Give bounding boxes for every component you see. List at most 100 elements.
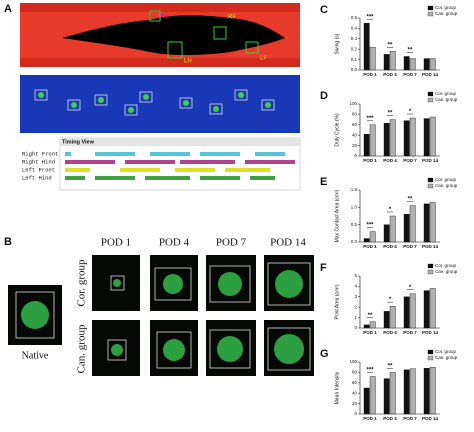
y-tick-label: 80 [352,112,358,117]
bar [389,215,396,243]
panel-label: F [320,262,327,274]
row-label: Left Hind [22,174,52,181]
bar [403,369,410,415]
legend-swatch [427,183,434,189]
bar [383,378,390,415]
bar [363,324,370,329]
group-label: Cor. group [76,259,88,307]
significance: ** [408,197,413,203]
bar [429,288,436,329]
x-tick-label: POD 7 [403,244,417,249]
bar [383,311,390,329]
bar [389,372,396,415]
y-tick-label: 5 [354,273,357,278]
y-axis-label: Duty Cycle (%) [334,113,340,147]
legend-label: Cor. group [435,349,457,354]
panel-label: G [320,348,329,360]
x-tick-label: POD 14 [422,158,439,163]
bar [409,117,416,157]
y-axis-label: Mean Intensity [334,371,340,404]
legend-label: Cor. group [435,91,457,96]
legend-label: Can. group [435,269,458,274]
y-tick-label: 4 [354,284,357,289]
x-tick-label: POD 4 [383,416,397,421]
y-tick-label: 3 [354,294,357,299]
bar [423,118,430,157]
bar [383,54,390,71]
y-tick-label: 0.0 [351,67,358,72]
bar [363,387,370,415]
x-tick-label: POD 4 [383,72,397,77]
x-tick-label: POD 4 [383,244,397,249]
bar [429,201,436,243]
row-label: Right Front [22,150,58,157]
bar [423,58,430,71]
y-tick-label: 0 [354,153,357,158]
row-label: Left Front [22,166,55,173]
legend-label: Can. group [435,355,458,360]
y-tick-label: 2 [354,304,357,309]
significance: *** [366,116,374,122]
y-tick-label: 0.5 [351,15,358,20]
y-tick-label: 0 [354,411,357,416]
panel-label: D [320,90,328,102]
bar [429,58,436,71]
significance: *** [366,14,374,20]
paw-label: LH [184,59,192,65]
significance: ** [408,48,413,54]
x-tick-label: POD 1 [363,330,377,335]
bar [409,368,416,415]
x-tick-label: POD 4 [383,158,397,163]
significance: ** [388,363,393,369]
bar [423,203,430,243]
bar [403,296,410,329]
significance: ** [388,42,393,48]
x-tick-label: POD 7 [403,158,417,163]
x-tick-label: POD 7 [403,330,417,335]
legend-label: Can. group [435,183,458,188]
legend-label: Cor. group [435,263,457,268]
row-label: Right Hind [22,158,55,165]
y-tick-label: 20 [352,143,358,148]
y-tick-label: 40 [352,390,358,395]
footprint-image [20,75,300,133]
legend-swatch [427,269,434,275]
legend-label: Cor. group [435,177,457,182]
legend-swatch [427,97,434,103]
paw-label: RH [160,15,169,21]
y-tick-label: 0.0 [351,239,358,244]
bar [369,321,376,329]
x-tick-label: POD 1 [363,416,377,421]
legend-swatch [427,355,434,361]
y-tick-label: 80 [352,370,358,375]
column-label: POD 14 [270,237,306,249]
bar [389,119,396,157]
timing-view [59,137,301,191]
bar [409,58,416,71]
paw-images [8,255,314,376]
column-label: POD 1 [101,237,131,249]
bar [403,56,410,71]
significance: * [409,109,412,115]
significance: * [409,285,412,291]
bar [403,214,410,243]
y-tick-label: 0.4 [351,26,358,31]
bar [369,46,376,71]
bar [363,133,370,157]
y-tick-label: 0.2 [351,46,358,51]
bar [369,376,376,415]
bar [423,368,430,415]
bar [363,23,370,71]
legend-label: Cor. group [435,5,457,10]
x-tick-label: POD 14 [422,72,439,77]
paw-label: RF [228,15,236,21]
group-label: Can. group [76,324,88,373]
y-tick-label: 60 [352,122,358,127]
panel-label: A [4,3,12,15]
x-tick-label: POD 7 [403,72,417,77]
legend-swatch [427,91,434,97]
y-axis-label: Print Area (cm²) [334,284,340,319]
legend-swatch [427,349,434,355]
bar [429,367,436,415]
bar [429,116,436,157]
